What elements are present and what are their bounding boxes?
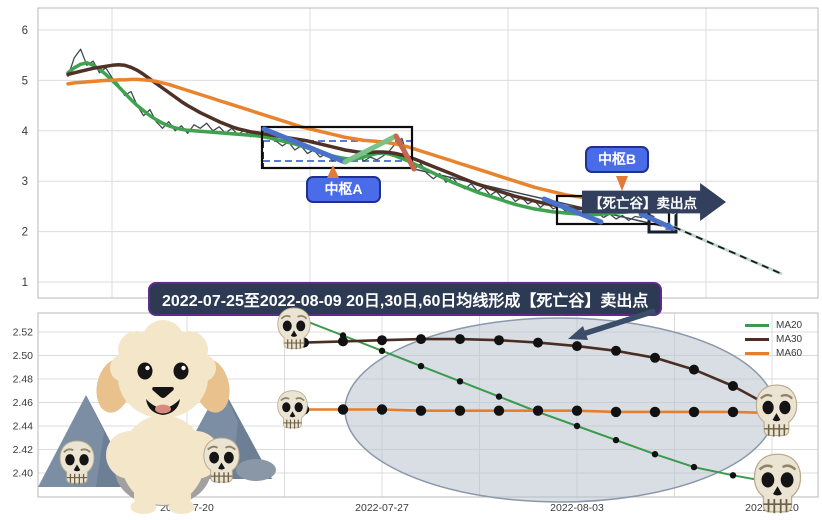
bottom-ytick-label: 2.50 bbox=[13, 350, 34, 362]
bottom-MA60-dot bbox=[415, 405, 427, 416]
bottom-MA30-dot bbox=[377, 335, 387, 346]
bottom-ytick-label: 2.48 bbox=[13, 374, 34, 386]
bottom-xtick-label: 2022-08-10 bbox=[745, 502, 799, 514]
bottom-MA30-dot bbox=[533, 337, 543, 348]
bottom-MA60-dot bbox=[727, 406, 739, 418]
top-chart: 1 2 3 4 5 6 bbox=[22, 7, 819, 299]
pivot-a-label: 中枢A bbox=[306, 176, 381, 203]
bottom-MA30-dot bbox=[299, 337, 309, 348]
bottom-MA60-dot bbox=[454, 405, 466, 416]
bottom-ytick-label: 2.44 bbox=[13, 421, 34, 433]
top-MA60-line bbox=[66, 77, 656, 207]
bottom-MA30-dot bbox=[572, 341, 582, 352]
bottom-MA20-dot bbox=[612, 436, 620, 444]
bottom-MA20-dot bbox=[300, 317, 308, 324]
bottom-MA20-dot bbox=[651, 451, 659, 458]
top-ytick-label: 6 bbox=[22, 25, 28, 37]
bottom-MA20-dot bbox=[573, 422, 581, 430]
bottom-MA20-dot bbox=[768, 479, 776, 486]
bottom-ytick-label: 2.40 bbox=[13, 468, 34, 480]
bottom-MA20-dot bbox=[690, 463, 698, 471]
bottom-MA30-dot bbox=[650, 352, 660, 363]
bottom-MA60-dot bbox=[298, 404, 310, 415]
bottom-ytick-label: 2.52 bbox=[13, 327, 34, 339]
chan-segment bbox=[541, 196, 604, 225]
legend-swatch-ma30 bbox=[745, 337, 769, 341]
top-ytick-label: 3 bbox=[22, 176, 28, 188]
bottom-ytick-label: 2.46 bbox=[13, 397, 34, 409]
legend-item-ma30: MA30 bbox=[745, 332, 802, 346]
bottom-MA60-dot bbox=[532, 405, 544, 416]
legend-item-ma20: MA20 bbox=[745, 318, 802, 332]
chan-segment bbox=[261, 126, 348, 165]
bottom-MA30-dot bbox=[728, 381, 738, 391]
pivot-b-label: 中枢B bbox=[585, 146, 649, 173]
bottom-MA60-dot bbox=[493, 405, 505, 416]
bottom-MA20-dot bbox=[378, 347, 386, 354]
forecast-tail-line bbox=[673, 226, 783, 275]
chan-segment bbox=[393, 133, 417, 172]
top-ytick-label: 5 bbox=[22, 75, 28, 87]
bottom-MA60-dot bbox=[649, 406, 661, 418]
bottom-xtick-label: 2022-07-20 bbox=[160, 502, 214, 514]
bottom-MA60-dot bbox=[376, 404, 388, 415]
bottom-ytick-label: 2.42 bbox=[13, 444, 34, 456]
bottom-MA30-dot bbox=[689, 364, 699, 375]
bottom-chart: 2.40 2.42 2.44 2.46 2.48 2.50 2.52 2022-07-20 20… bbox=[13, 312, 819, 514]
legend-label-ma20: MA20 bbox=[776, 319, 803, 331]
top-ytick-label: 2 bbox=[22, 227, 28, 239]
bottom-MA30-dot bbox=[416, 334, 426, 345]
bottom-MA60-dot bbox=[688, 406, 700, 418]
bottom-xtick-label: 2022-07-27 bbox=[355, 502, 409, 514]
bottom-MA60-dot bbox=[337, 404, 349, 415]
bottom-xtick-label: 2022-08-03 bbox=[550, 502, 604, 514]
bottom-MA20-dot bbox=[729, 472, 737, 479]
bottom-MA20-dot bbox=[495, 393, 503, 400]
legend-swatch-ma20 bbox=[745, 323, 769, 327]
chan-segment bbox=[342, 133, 399, 165]
bottom-MA60-dot bbox=[571, 405, 583, 416]
date-range-banner: 2022-07-25至2022-08-09 20日,30日,60日均线形成【死亡… bbox=[148, 282, 663, 316]
bottom-MA60-dot bbox=[766, 407, 778, 419]
legend-swatch-ma60 bbox=[745, 351, 769, 355]
bottom-MA60-dot bbox=[610, 406, 622, 418]
bottom-MA30-dot bbox=[338, 336, 348, 347]
top-ytick-label: 4 bbox=[22, 126, 29, 138]
legend-label-ma60: MA60 bbox=[776, 347, 803, 359]
top-ytick-label: 1 bbox=[22, 277, 28, 289]
bottom-MA30-dot bbox=[494, 335, 504, 346]
legend-item-ma60: MA60 bbox=[745, 346, 802, 360]
legend: MA20 MA30 MA60 bbox=[745, 318, 802, 360]
chan-segment bbox=[638, 211, 675, 231]
bottom-MA20-dot bbox=[417, 362, 425, 370]
bottom-MA30-dot bbox=[611, 345, 621, 356]
bottom-MA30-dot bbox=[455, 334, 465, 345]
bottom-MA20-dot bbox=[456, 378, 464, 385]
legend-label-ma30: MA30 bbox=[776, 333, 803, 345]
